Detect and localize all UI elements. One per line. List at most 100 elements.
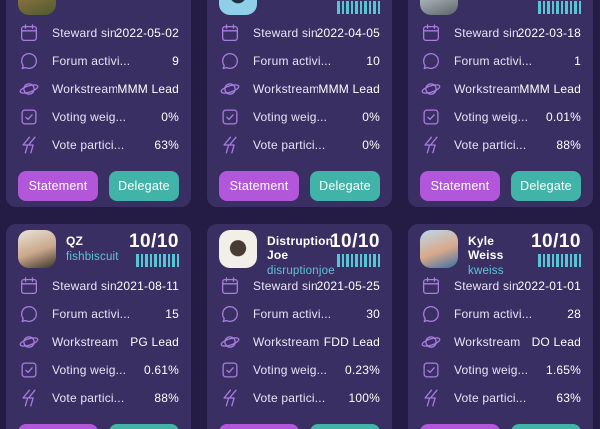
statement-button[interactable]: Statement	[18, 171, 98, 201]
identity: QZ fishbiscuit	[66, 232, 129, 264]
delegate-button[interactable]: Delegate	[511, 424, 581, 429]
score-bar	[145, 254, 148, 267]
stat-row: Vote partici... 0%	[219, 131, 380, 159]
score-bar	[368, 1, 371, 14]
score-bar	[578, 254, 581, 267]
identity: Kyle Weiss kweiss	[468, 232, 531, 278]
score-box	[337, 0, 380, 14]
avatar[interactable]	[219, 0, 257, 15]
score-bar	[136, 254, 139, 267]
delegate-button[interactable]: Delegate	[109, 171, 179, 201]
steward-card: QZ fishbiscuit 10/10 Steward sin...2021-…	[6, 224, 191, 429]
steward-name: QZ	[66, 234, 84, 248]
stat-label: Steward sin...	[253, 26, 317, 40]
steward-username[interactable]: kweiss	[468, 265, 504, 277]
score-bars	[538, 1, 581, 14]
stat-value: 0.01%	[545, 110, 581, 124]
steward-username[interactable]: disruptionjoe	[267, 265, 335, 277]
score-value: 10/10	[128, 231, 179, 252]
score-bars	[337, 1, 380, 14]
score-bar	[154, 254, 157, 267]
chat-bubble-icon	[420, 50, 442, 72]
score-bar	[377, 254, 380, 267]
score-bar	[538, 254, 541, 267]
stat-row: Vote partici... 63%	[420, 384, 581, 412]
score-bar	[373, 254, 376, 267]
score-bar	[551, 1, 554, 14]
statement-button[interactable]: Statement	[18, 424, 98, 429]
statement-button[interactable]: Statement	[420, 424, 500, 429]
card-actions: Statement Delegate	[420, 424, 581, 429]
score-bar	[337, 254, 340, 267]
stat-value: MMM Lead	[519, 82, 581, 96]
steward-username[interactable]: fishbiscuit	[66, 251, 119, 263]
stat-row: Forum activi... 30	[219, 300, 380, 328]
statement-button[interactable]: Statement	[219, 171, 299, 201]
stat-label: Steward sin...	[454, 279, 518, 293]
delegate-button[interactable]: Delegate	[511, 171, 581, 201]
stat-label: Forum activi...	[253, 307, 332, 321]
stat-label: Steward sin...	[52, 26, 116, 40]
score-bar	[547, 254, 550, 267]
score-bar	[551, 254, 554, 267]
avatar[interactable]	[420, 230, 458, 268]
stat-label: Voting weig...	[52, 363, 127, 377]
score-box: 10/10	[330, 232, 380, 267]
score-value: 10/10	[329, 231, 380, 252]
avatar[interactable]	[219, 230, 257, 268]
score-bar	[574, 254, 577, 267]
stat-label: Voting weig...	[454, 110, 529, 124]
score-bar	[368, 254, 371, 267]
score-bar	[341, 254, 344, 267]
score-bar	[350, 254, 353, 267]
avatar[interactable]	[420, 0, 458, 15]
score-bar	[167, 254, 170, 267]
delegate-button[interactable]: Delegate	[310, 171, 380, 201]
stat-value: 88%	[154, 391, 179, 405]
steward-card: Distruption Joe disruptionjoe 10/10 Stew…	[207, 224, 392, 429]
stat-label: Steward sin...	[253, 279, 317, 293]
lightning-icon	[18, 387, 40, 409]
planet-icon	[219, 331, 241, 353]
steward-card: freddmannen Steward sin...2022-05-02Foru…	[6, 0, 191, 207]
stats-list: Steward sin...2022-03-18 Forum activi... 1…	[420, 19, 581, 159]
score-bar	[364, 254, 367, 267]
stat-value: 0.61%	[143, 363, 179, 377]
card-header: QZ fishbiscuit 10/10	[18, 230, 179, 272]
stat-label: Forum activi...	[253, 54, 332, 68]
avatar[interactable]	[18, 230, 56, 268]
score-bars	[330, 254, 380, 267]
score-bar	[158, 254, 161, 267]
score-box	[538, 0, 581, 14]
stat-value: 0.23%	[344, 363, 380, 377]
chat-bubble-icon	[420, 303, 442, 325]
stat-value: 2022-01-01	[517, 279, 581, 293]
avatar[interactable]	[18, 0, 56, 15]
delegate-button[interactable]: Delegate	[310, 424, 380, 429]
checkbox-icon	[18, 106, 40, 128]
score-bar	[350, 1, 353, 14]
stat-row: Forum activi... 28	[420, 300, 581, 328]
calendar-icon	[219, 22, 241, 44]
planet-icon	[420, 78, 442, 100]
stat-label: Voting weig...	[253, 110, 328, 124]
stat-label: Forum activi...	[52, 307, 131, 321]
stat-label: Workstream	[454, 82, 520, 96]
stat-label: Voting weig...	[253, 363, 328, 377]
stat-label: Voting weig...	[454, 363, 529, 377]
steward-name: Kyle Weiss	[468, 234, 504, 262]
stat-value: 15	[165, 307, 179, 321]
stat-value: 10	[366, 54, 380, 68]
stat-value: 0%	[362, 110, 380, 124]
stat-value: 2022-04-05	[316, 26, 380, 40]
lightning-icon	[219, 387, 241, 409]
score-bar	[359, 254, 362, 267]
chat-bubble-icon	[18, 303, 40, 325]
delegate-button[interactable]: Delegate	[109, 424, 179, 429]
stat-row: Workstream MMM Lead	[18, 75, 179, 103]
stat-value: MMM Lead	[117, 82, 179, 96]
stat-row: Voting weig... 0%	[219, 103, 380, 131]
statement-button[interactable]: Statement	[219, 424, 299, 429]
statement-button[interactable]: Statement	[420, 171, 500, 201]
